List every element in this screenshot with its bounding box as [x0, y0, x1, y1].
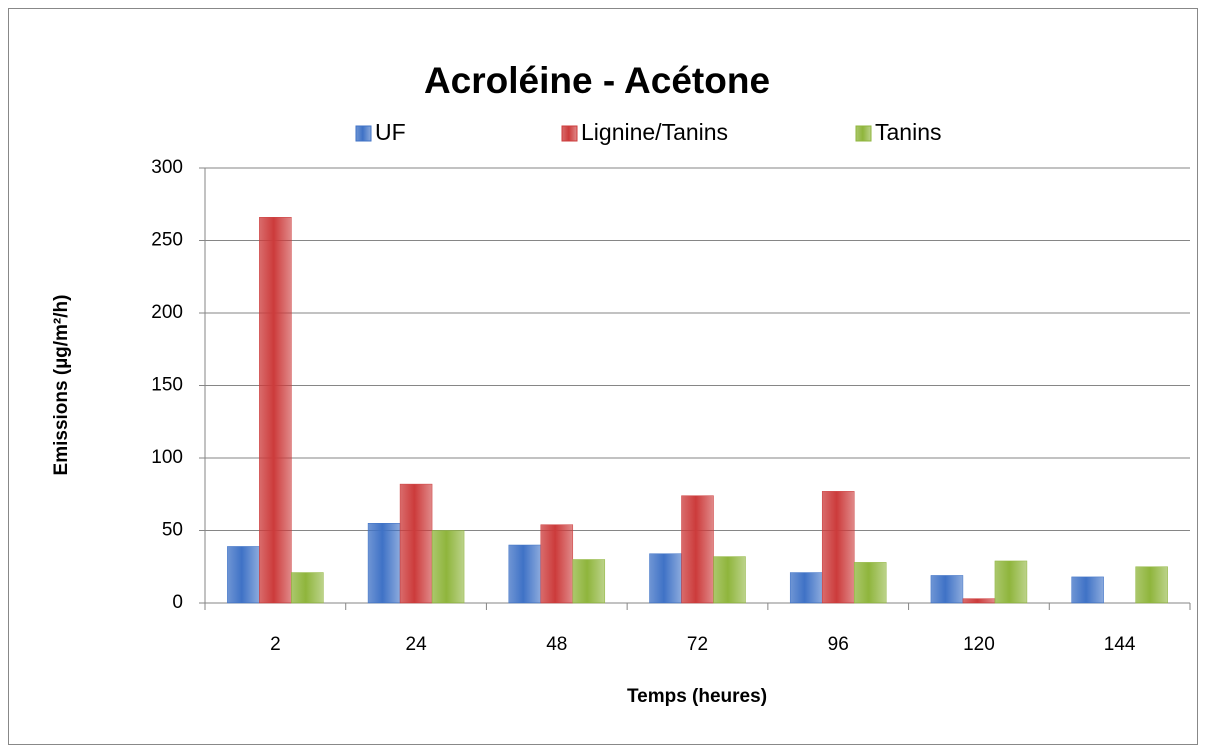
bar [994, 560, 1028, 604]
bar [821, 491, 855, 604]
chart-border [8, 8, 1198, 745]
bar [713, 556, 746, 604]
bar [1071, 576, 1104, 604]
x-axis-label: Temps (heures) [627, 686, 767, 707]
legend-swatch [355, 125, 372, 142]
legend-label: UF [375, 119, 406, 145]
bar [930, 575, 964, 604]
bar [1135, 566, 1168, 604]
bar [681, 495, 714, 604]
y-tick-label: 0 [172, 592, 183, 613]
legend-label: Tanins [875, 119, 941, 145]
x-tick-label: 72 [687, 634, 708, 655]
bar [572, 559, 606, 604]
y-tick-label: 50 [162, 520, 183, 541]
bar [649, 553, 682, 604]
x-tick-label: 24 [406, 634, 428, 655]
x-tick-label: 96 [828, 634, 849, 655]
y-tick-label: 300 [151, 157, 183, 178]
legend-label: Lignine/Tanins [581, 119, 728, 145]
legend-swatch [561, 125, 578, 142]
y-tick-label: 150 [151, 375, 183, 396]
bar [431, 530, 465, 604]
bar [367, 523, 401, 604]
bar [259, 217, 292, 604]
x-tick-label: 120 [963, 634, 995, 655]
bar [508, 544, 542, 604]
x-tick-label: 144 [1104, 634, 1136, 655]
legend-swatch [855, 125, 872, 142]
x-tick-label: 48 [546, 634, 567, 655]
bar [853, 562, 887, 604]
bar [291, 572, 324, 604]
y-axis-label: Emissions (µg/m²/h) [51, 295, 72, 476]
y-tick-label: 250 [151, 230, 183, 251]
bar [227, 546, 260, 604]
chart-title: Acroléine - Acétone [424, 60, 770, 101]
bar [399, 483, 433, 604]
y-tick-label: 200 [151, 302, 183, 323]
bar [962, 598, 996, 604]
x-tick-label: 2 [270, 634, 281, 655]
bar [789, 572, 823, 604]
bar [540, 524, 574, 604]
y-tick-label: 100 [151, 447, 183, 468]
